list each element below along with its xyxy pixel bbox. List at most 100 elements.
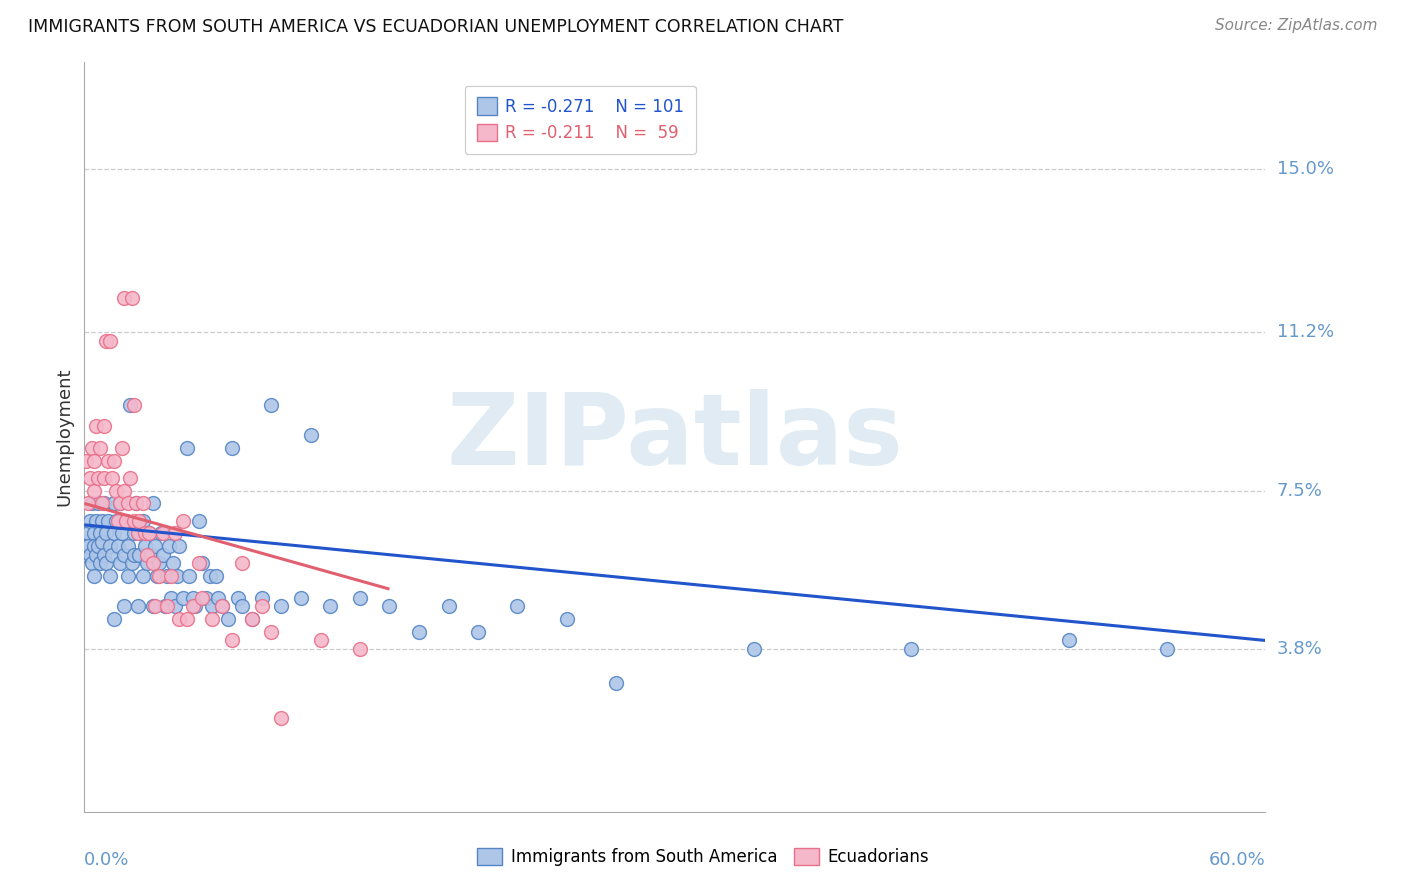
Point [181,591,204,605]
Text: 60.0%: 60.0% [1209,851,1265,869]
Legend: Immigrants from South America, Ecuadorians: Immigrants from South America, Ecuadoria… [470,840,936,875]
Point [217,612,239,626]
Point [87,471,110,485]
Point [117,539,139,553]
Point [143,599,166,614]
Point [101,548,124,562]
Point [98,539,121,553]
Text: 3.8%: 3.8% [1277,640,1322,658]
Point [176,612,198,626]
Point [77,526,100,541]
Point [112,483,135,498]
Point [183,599,205,614]
Point [205,569,228,583]
Point [162,557,184,571]
Point [187,514,209,528]
Point [141,548,163,562]
Point [742,642,765,657]
Point [75,548,97,562]
Point [136,557,159,571]
Point [117,569,139,583]
Point [122,526,145,541]
Point [156,599,179,614]
Point [94,526,117,541]
Point [117,496,139,510]
Point [98,569,121,583]
Point [201,599,224,614]
Point [270,710,292,724]
Point [94,557,117,571]
Point [83,539,105,553]
Point [150,526,173,541]
Point [127,526,149,541]
Point [77,539,100,553]
Point [260,624,283,639]
Point [111,441,134,455]
Point [163,599,186,614]
Point [77,496,100,510]
Point [148,569,170,583]
Point [181,599,204,614]
Point [378,599,401,614]
Point [221,441,243,455]
Point [148,557,170,571]
Text: 11.2%: 11.2% [1277,323,1334,341]
Point [75,535,97,549]
Point [211,599,233,614]
Point [79,514,101,528]
Point [108,496,131,510]
Point [84,548,107,562]
Point [156,569,179,583]
Point [240,612,263,626]
Point [79,471,101,485]
Point [93,496,115,510]
Point [121,291,143,305]
Point [122,548,145,562]
Point [1057,633,1080,648]
Point [134,526,156,541]
Point [82,557,104,571]
Point [221,633,243,648]
Point [132,514,155,528]
Point [83,526,105,541]
Point [124,496,146,510]
Text: ZIPatlas: ZIPatlas [447,389,903,485]
Point [187,557,209,571]
Point [172,514,194,528]
Point [97,453,120,467]
Point [136,548,159,562]
Point [91,514,114,528]
Point [89,557,111,571]
Point [408,624,430,639]
Point [134,539,156,553]
Point [83,569,105,583]
Point [207,591,229,605]
Point [108,496,131,510]
Point [143,539,166,553]
Point [89,441,111,455]
Text: IMMIGRANTS FROM SOUTH AMERICA VS ECUADORIAN UNEMPLOYMENT CORRELATION CHART: IMMIGRANTS FROM SOUTH AMERICA VS ECUADOR… [28,18,844,36]
Point [437,599,460,614]
Point [128,514,150,528]
Point [87,496,110,510]
Point [200,569,222,583]
Point [157,539,180,553]
Point [152,526,174,541]
Point [250,591,273,605]
Text: 0.0%: 0.0% [84,851,129,869]
Point [112,548,135,562]
Point [89,526,111,541]
Point [177,569,200,583]
Point [231,599,253,614]
Point [290,591,312,605]
Point [260,398,283,412]
Point [605,676,627,690]
Point [191,591,214,605]
Point [82,441,104,455]
Point [309,633,332,648]
Point [128,526,150,541]
Point [124,496,146,510]
Point [201,612,224,626]
Point [349,591,371,605]
Point [176,441,198,455]
